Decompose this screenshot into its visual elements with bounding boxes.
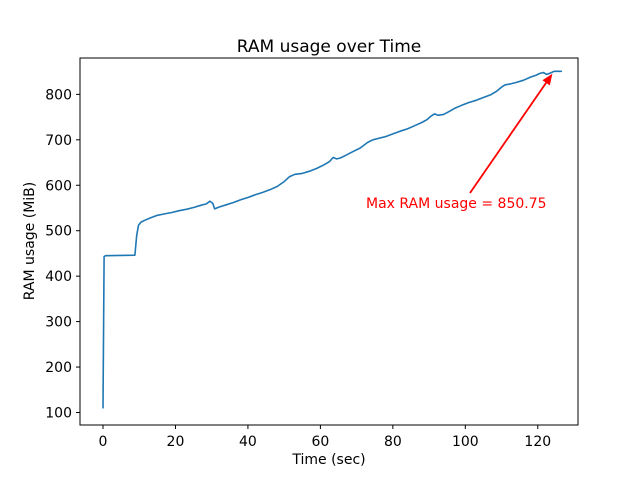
y-tick-label: 400 bbox=[45, 269, 72, 285]
x-tick-label: 60 bbox=[311, 434, 329, 450]
y-tick-label: 100 bbox=[45, 406, 72, 422]
x-axis-label: Time (sec) bbox=[292, 452, 366, 468]
plot-frame bbox=[79, 57, 579, 426]
ram-usage-line bbox=[102, 70, 563, 409]
x-tick-label: 100 bbox=[452, 434, 479, 450]
x-tick-label: 20 bbox=[167, 434, 185, 450]
y-tick-label: 200 bbox=[45, 360, 72, 376]
y-tick-label: 500 bbox=[45, 224, 72, 240]
annotation-arrowhead bbox=[542, 73, 553, 86]
max-ram-annotation: Max RAM usage = 850.75 bbox=[366, 196, 547, 212]
y-tick-label: 300 bbox=[45, 315, 72, 331]
x-tick-label: 80 bbox=[384, 434, 402, 450]
y-axis-label: RAM usage (MiB) bbox=[22, 181, 38, 301]
y-tick-label: 600 bbox=[45, 178, 72, 194]
y-tick-label: 700 bbox=[45, 133, 72, 149]
x-tick-label: 40 bbox=[239, 434, 257, 450]
annotation-arrow bbox=[469, 80, 549, 194]
y-tick-label: 800 bbox=[45, 87, 72, 103]
x-tick-label: 120 bbox=[524, 434, 551, 450]
x-tick-label: 0 bbox=[99, 434, 108, 450]
chart-title: RAM usage over Time bbox=[236, 37, 422, 57]
